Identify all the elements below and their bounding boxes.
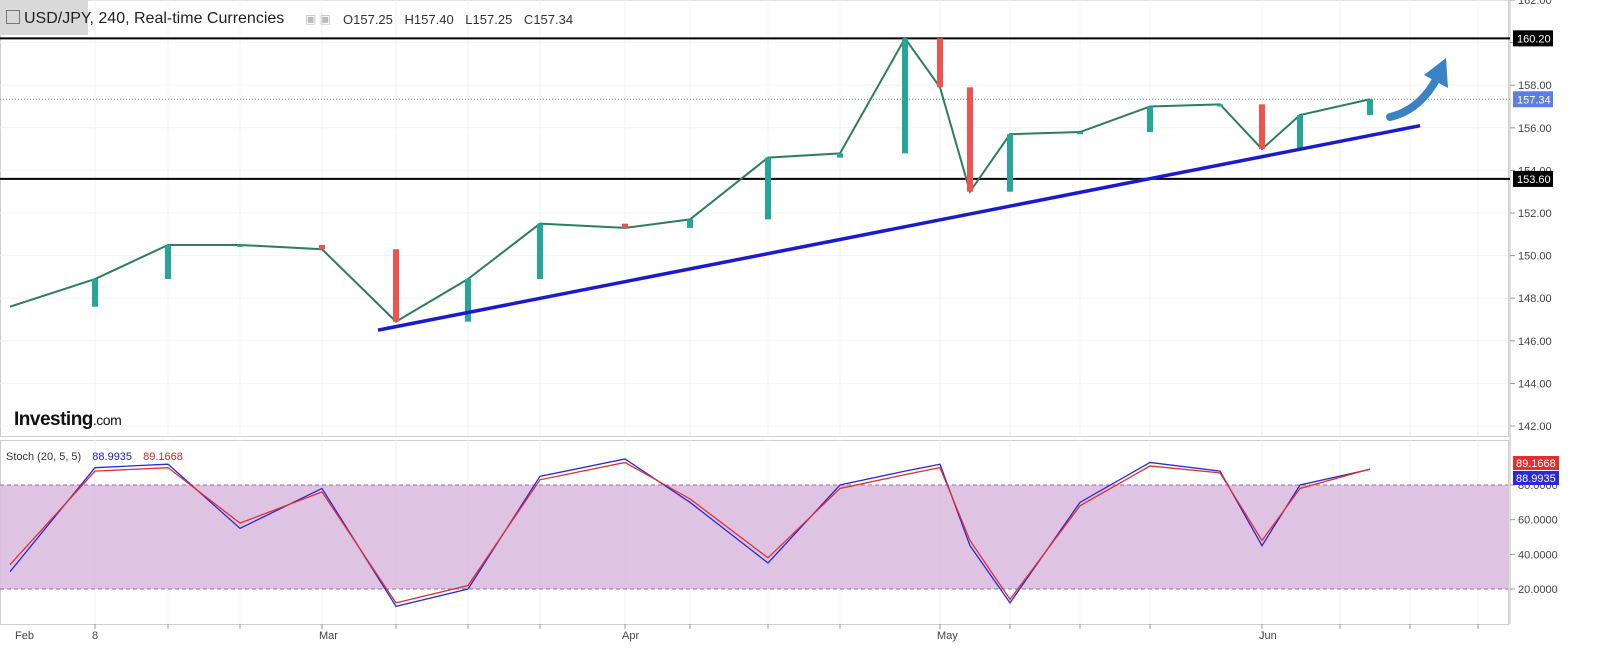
stoch-y-tick-label: 60.0000 <box>1518 515 1558 527</box>
y-tick-label: 148.00 <box>1518 293 1552 305</box>
support-trendline <box>377 123 1421 332</box>
y-tick-label: 156.00 <box>1518 123 1552 135</box>
y-tick-label: 162.00 <box>1518 0 1552 7</box>
close-label: C <box>523 12 534 27</box>
up-arrow-head <box>1424 58 1448 88</box>
low-value: 157.25 <box>472 12 513 27</box>
level-label: 160.20 <box>1517 33 1551 45</box>
y-tick-label: 146.00 <box>1518 336 1552 348</box>
candle-1 <box>92 279 98 307</box>
candle-19 <box>1259 104 1265 150</box>
x-tick-label: Mar <box>319 630 338 642</box>
candle-17 <box>1147 106 1153 133</box>
high-label: H <box>404 12 414 27</box>
ohlc-readout: O157.25 H157.40 L157.25 C157.34 <box>343 12 573 27</box>
x-tick-label: 8 <box>92 630 98 642</box>
brand-suffix: .com <box>92 412 122 428</box>
y-tick-label: 142.00 <box>1518 421 1552 433</box>
candle-4 <box>319 244 325 250</box>
candle-15 <box>1007 134 1013 192</box>
symbol-highlight <box>0 0 88 35</box>
investing-logo: Investing.com <box>14 409 122 431</box>
level-label-box-0 <box>1513 30 1553 47</box>
open-value: 157.25 <box>353 12 393 27</box>
stoch-d-line <box>9 461 1371 604</box>
low-label: L <box>465 12 473 27</box>
candle-6 <box>465 279 471 322</box>
candle-7 <box>537 223 543 280</box>
y-tick-label: 150.00 <box>1518 251 1552 263</box>
candle-5 <box>393 249 399 322</box>
candle-3 <box>237 244 243 247</box>
stoch-y-tick-label: 20.0000 <box>1518 584 1558 596</box>
candle-13 <box>937 38 943 88</box>
stoch-value-box-0 <box>1513 456 1559 470</box>
level-label: 153.60 <box>1517 174 1551 186</box>
stoch-y-tick-label: 40.0000 <box>1518 549 1558 561</box>
source: Real-time Currencies <box>134 10 285 27</box>
candle-9 <box>687 219 693 228</box>
candle-12 <box>902 38 908 154</box>
current-price-box <box>1513 91 1553 108</box>
menu-icon[interactable] <box>6 10 20 24</box>
brand-name: Investing <box>14 409 93 430</box>
close-value: 157.34 <box>533 12 574 27</box>
header-controls[interactable]: ▣ ▣ <box>305 12 332 26</box>
candle-21 <box>1367 99 1373 116</box>
stoch-value-label: 88.9935 <box>1516 473 1556 485</box>
stoch-value-box-1 <box>1513 471 1559 485</box>
level-label-box-1 <box>1513 170 1553 187</box>
stoch-name: Stoch (20, 5, 5) <box>6 451 82 463</box>
x-tick-label: May <box>937 630 958 642</box>
interval: 240 <box>98 10 126 27</box>
symbol: USD/JPY <box>24 10 90 27</box>
y-tick-label: 144.00 <box>1518 378 1552 390</box>
price-pane-frame <box>0 0 1509 437</box>
stoch-band <box>0 485 1508 589</box>
candle-2 <box>165 244 171 280</box>
candle-16 <box>1077 132 1083 135</box>
candle-20 <box>1297 115 1303 150</box>
chart-header[interactable]: USD/JPY, 240, Real-time Currencies <box>6 10 284 28</box>
candle-11 <box>837 153 843 158</box>
candle-14 <box>967 87 973 192</box>
current-price-label: 157.34 <box>1517 94 1551 106</box>
up-arrow <box>1386 74 1441 121</box>
x-tick-label: Apr <box>622 630 639 642</box>
candle-8 <box>622 223 628 228</box>
y-tick-label: 158.00 <box>1518 80 1552 92</box>
y-tick-label: 152.00 <box>1518 208 1552 220</box>
open-label: O <box>343 12 354 27</box>
price-series-line <box>9 36 1371 323</box>
stoch-legend[interactable]: Stoch (20, 5, 5) 88.9935 89.1668 <box>6 451 183 463</box>
x-tick-label: Feb <box>15 630 34 642</box>
candle-10 <box>765 157 771 220</box>
stoch-value-label: 89.1668 <box>1516 458 1556 470</box>
high-value: 157.40 <box>413 12 454 27</box>
stoch-k-value: 88.9935 <box>92 451 133 463</box>
x-tick-label: Jun <box>1259 630 1277 642</box>
stoch-d-value: 89.1668 <box>143 451 183 463</box>
candle-18 <box>1217 104 1223 107</box>
